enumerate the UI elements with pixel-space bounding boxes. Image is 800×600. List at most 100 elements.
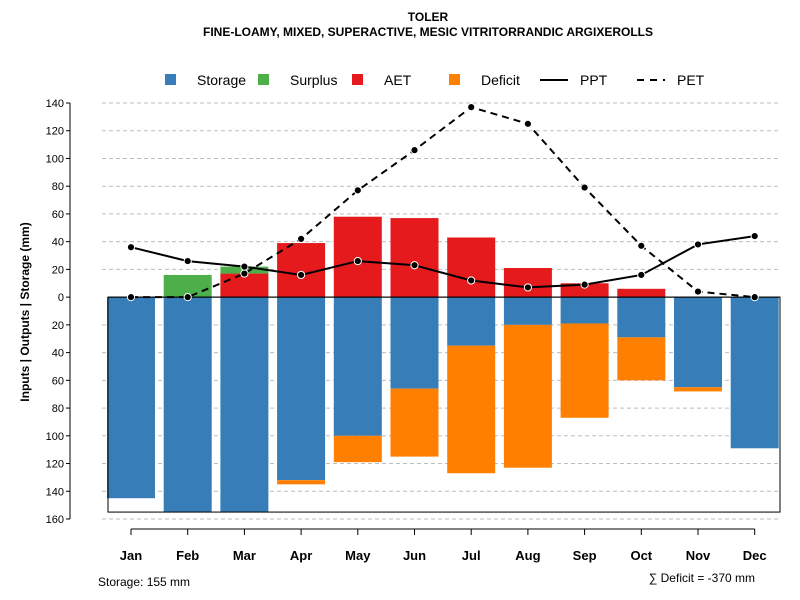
aet-bar: [617, 288, 666, 298]
pet-point: [297, 234, 306, 243]
storage-bar: [107, 297, 155, 499]
pet-point: [467, 103, 476, 112]
y-tick-label: 120: [46, 459, 64, 471]
legend-swatch: [258, 74, 269, 85]
ppt-point: [523, 283, 533, 292]
x-tick-label: Jun: [403, 548, 426, 563]
ppt-point: [240, 262, 249, 271]
ppt-point: [580, 280, 589, 289]
legend-swatch: [165, 74, 176, 85]
y-tick-label: 140: [46, 98, 64, 110]
ppt-point: [297, 270, 306, 280]
pet-point: [353, 186, 362, 195]
pet-point: [240, 269, 249, 278]
legend: Storage Surplus AET Deficit PPT PET: [165, 72, 705, 88]
pet-point: [523, 119, 533, 128]
y-axis-label: Inputs | Outputs | Storage (mm): [18, 222, 32, 401]
deficit-bar: [560, 323, 609, 418]
pet-line: [131, 106, 755, 299]
storage-bar: [390, 297, 439, 389]
y-tick-label: 100: [46, 431, 64, 443]
storage-bar: [277, 297, 326, 481]
deficit-bar: [333, 435, 382, 463]
deficit-bar: [277, 480, 326, 485]
y-tick-label: 20: [52, 264, 64, 276]
x-axis: Jan Feb Mar Apr May Jun Jul Aug Sep Oct Nov Dec: [120, 528, 767, 563]
plot-frame: [107, 296, 781, 513]
chart-subtitle: FINE-LOAMY, MIXED, SUPERACTIVE, MESIC VI…: [203, 25, 653, 39]
ppt-point: [126, 243, 136, 252]
storage-bar: [617, 297, 666, 338]
pet-point: [637, 241, 646, 250]
storage-bar: [674, 297, 722, 388]
legend-label: PPT: [580, 72, 608, 88]
y-tick-label: 80: [52, 181, 64, 193]
pet-point: [750, 293, 759, 302]
ppt-point: [693, 240, 703, 249]
x-tick-label: Sep: [573, 548, 597, 563]
aet-bar: [447, 237, 496, 298]
deficit-total-label: ∑ Deficit = -370 mm: [649, 571, 755, 585]
y-tick-label: 0: [58, 292, 64, 304]
storage-bar: [730, 297, 779, 449]
storage-bar: [503, 297, 552, 325]
chart-title: TOLER: [408, 10, 449, 24]
y-tick-label: 80: [52, 403, 64, 415]
x-tick-label: Mar: [233, 548, 256, 563]
aet-bar: [220, 273, 269, 298]
storage-bar: [447, 297, 496, 346]
x-tick-label: May: [345, 548, 371, 563]
gridlines: [102, 102, 780, 520]
x-tick-label: Jan: [120, 548, 142, 563]
legend-label: AET: [384, 72, 412, 88]
ppt-point: [183, 256, 192, 266]
y-tick-label: 60: [52, 209, 64, 221]
y-tick-label: 40: [52, 237, 64, 249]
x-tick-label: Feb: [176, 548, 199, 563]
x-tick-label: Dec: [743, 548, 767, 563]
deficit-bar: [390, 388, 439, 457]
aet-bar: [333, 216, 382, 298]
deficit-bar: [503, 324, 552, 468]
storage-bar: [560, 297, 609, 324]
ppt-point: [410, 261, 419, 270]
aet-bar: [390, 218, 439, 298]
x-tick-label: Aug: [515, 548, 540, 563]
x-tick-label: Apr: [290, 548, 312, 563]
x-tick-label: Nov: [686, 548, 711, 563]
y-tick-label: 60: [52, 375, 64, 387]
y-tick-label: 40: [52, 348, 64, 360]
x-tick-label: Jul: [462, 548, 481, 563]
y-tick-label: 100: [46, 153, 64, 165]
y-tick-label: 160: [46, 514, 64, 526]
legend-label: Surplus: [290, 72, 337, 88]
deficit-bar: [617, 337, 666, 381]
x-tick-label: Oct: [630, 548, 652, 563]
storage-bar: [163, 297, 212, 513]
storage-bar: [220, 297, 269, 513]
y-tick-label: 120: [46, 126, 64, 138]
series-lines: [126, 103, 759, 302]
y-axis: 140 120 100 80 60 40 20 0 20 40 60 80 100 120 140 160: [46, 98, 71, 526]
deficit-bar: [447, 345, 496, 474]
legend-swatch: [352, 74, 363, 85]
bars: [107, 216, 779, 513]
legend-label: PET: [677, 72, 705, 88]
pet-point: [410, 146, 419, 155]
pet-point: [693, 287, 703, 296]
y-tick-label: 140: [46, 486, 64, 498]
ppt-line: [130, 235, 755, 289]
aet-bar: [560, 283, 609, 298]
pet-point: [580, 183, 589, 192]
ppt-point: [353, 256, 362, 266]
storage-total-label: Storage: 155 mm: [98, 575, 190, 589]
storage-bar: [333, 297, 382, 436]
ppt-point: [637, 270, 646, 280]
y-tick-label: 20: [52, 320, 64, 332]
legend-label: Storage: [197, 72, 246, 88]
pet-point: [126, 293, 136, 302]
ppt-point: [750, 232, 759, 241]
ppt-point: [467, 276, 476, 285]
pet-point: [183, 293, 192, 302]
